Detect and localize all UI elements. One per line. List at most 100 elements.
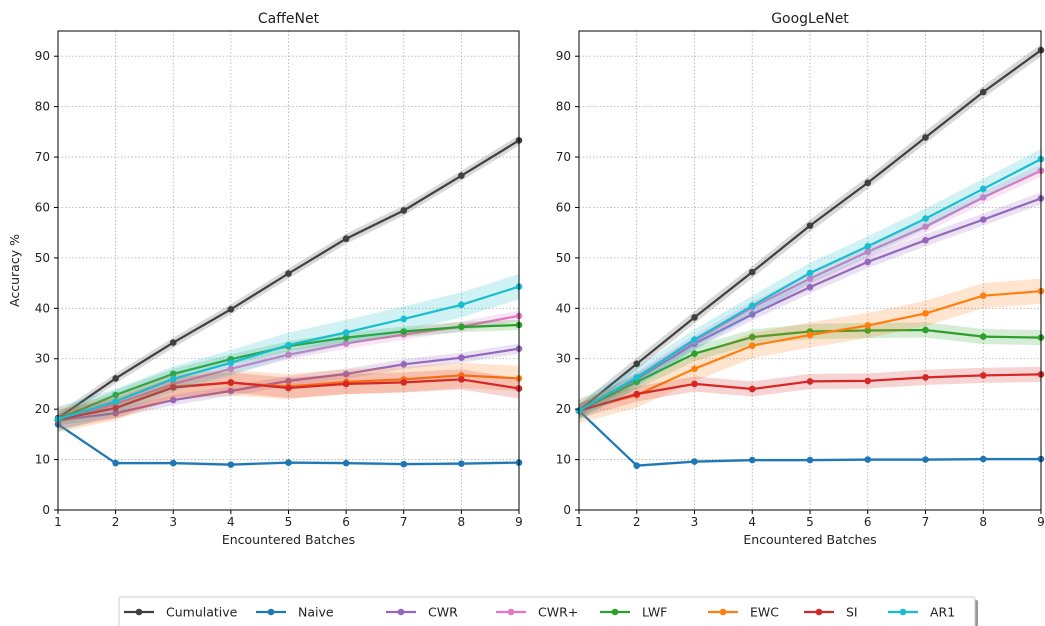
- y-tick-label: 20: [556, 402, 571, 416]
- legend-item-naive: Naive: [256, 605, 334, 620]
- legend-marker-naive: [267, 608, 275, 616]
- legend-label-cwr: CWR: [428, 605, 458, 620]
- y-tick-label: 70: [35, 150, 50, 164]
- y-tick-label: 30: [35, 352, 50, 366]
- data-point-ar1: [806, 269, 814, 277]
- data-point-si: [748, 385, 756, 393]
- legend-marker-cumulative: [135, 608, 143, 616]
- y-tick-label: 0: [563, 503, 571, 517]
- x-tick-label: 3: [169, 515, 177, 529]
- data-point-cwr-plus: [806, 275, 814, 282]
- series-lwf: [575, 322, 1045, 419]
- data-point-si: [342, 380, 350, 388]
- x-tick-label: 4: [227, 515, 235, 529]
- data-point-naive: [979, 455, 987, 463]
- series-cwr: [575, 192, 1045, 417]
- y-tick-label: 50: [35, 251, 50, 265]
- y-tick-label: 80: [35, 100, 50, 114]
- y-tick-label: 50: [556, 251, 571, 265]
- data-point-si: [979, 372, 987, 379]
- legend-marker-lwf: [611, 608, 619, 616]
- legend-label-ewc: EWC: [750, 605, 779, 620]
- y-tick-label: 80: [556, 100, 571, 114]
- data-point-cwr: [169, 396, 177, 404]
- data-point-lwf: [864, 327, 872, 334]
- legend-item-ar1: AR1: [888, 605, 955, 620]
- legend-label-si: SI: [846, 605, 858, 620]
- series-ar1: [575, 149, 1045, 421]
- data-point-lwf: [922, 326, 929, 334]
- data-point-ar1: [458, 301, 465, 309]
- series-band-ar1: [58, 274, 519, 432]
- y-tick-label: 90: [35, 49, 50, 63]
- data-point-si: [691, 380, 698, 388]
- y-tick-label: 40: [35, 301, 50, 315]
- y-tick-label: 90: [556, 49, 571, 63]
- data-point-naive: [922, 456, 929, 463]
- data-point-cwr: [864, 258, 872, 266]
- data-point-cwr: [285, 377, 292, 385]
- legend-label-naive: Naive: [298, 605, 334, 620]
- data-point-naive: [806, 456, 814, 464]
- x-tick-label: 5: [285, 515, 293, 529]
- y-tick-label: 10: [556, 453, 571, 467]
- data-point-lwf: [112, 391, 119, 399]
- data-point-naive: [458, 460, 465, 467]
- data-point-lwf: [169, 370, 177, 378]
- chart-googlenet: 1 2 3 4 5 6 7 8 90102030405060708090GoogLeNetEnc…: [556, 11, 1045, 547]
- x-tick-label: 1: [54, 515, 62, 529]
- data-point-cwr: [922, 236, 929, 244]
- data-point-cwr: [400, 360, 408, 368]
- data-point-naive: [285, 459, 292, 466]
- data-point-si: [285, 384, 292, 392]
- data-point-ewc: [748, 342, 756, 349]
- series-band-cwr-plus: [58, 310, 519, 426]
- data-point-naive: [169, 459, 177, 467]
- data-point-cumulative: [227, 306, 235, 313]
- series-cumulative: [54, 135, 523, 424]
- y-axis-label: Accuracy %: [7, 234, 22, 307]
- x-axis-label: Encountered Batches: [222, 532, 355, 547]
- data-point-ar1: [748, 302, 756, 310]
- data-point-cumulative: [864, 179, 872, 187]
- legend-marker-cwr-plus: [507, 608, 515, 616]
- data-point-cwr: [979, 216, 987, 223]
- data-point-cwr: [227, 387, 235, 395]
- data-point-si: [633, 390, 641, 398]
- data-point-cwr-plus: [342, 340, 350, 347]
- data-point-ar1: [979, 185, 987, 193]
- legend-item-cwr: CWR: [386, 605, 458, 620]
- data-point-si: [922, 374, 929, 381]
- data-point-naive: [864, 456, 872, 463]
- legend: Cumulative Naive CWR CWR+ LWF EWC SI AR1: [118, 596, 978, 626]
- data-point-ewc: [691, 365, 698, 373]
- x-tick-label: 2: [112, 515, 120, 529]
- data-point-ar1: [691, 336, 698, 343]
- y-tick-label: 30: [556, 352, 571, 366]
- legend-item-si: SI: [804, 605, 858, 620]
- y-tick-label: 0: [42, 503, 50, 517]
- x-tick-label: 2: [633, 515, 641, 529]
- x-tick-label: 5: [806, 515, 814, 529]
- data-point-naive: [691, 458, 698, 465]
- series-band-lwf: [579, 322, 1041, 419]
- data-point-lwf: [979, 333, 987, 340]
- data-point-cwr-plus: [227, 365, 235, 373]
- legend-item-cumulative: Cumulative: [124, 605, 238, 620]
- data-point-ar1: [112, 398, 119, 405]
- data-point-si: [458, 376, 465, 383]
- series-si: [575, 366, 1045, 419]
- data-point-ewc: [922, 310, 929, 317]
- data-point-si: [806, 378, 814, 385]
- legend-marker-cwr: [397, 608, 405, 616]
- data-point-cumulative: [400, 207, 408, 214]
- data-point-cwr-plus: [979, 194, 987, 201]
- data-point-cumulative: [342, 235, 350, 243]
- x-tick-label: 3: [691, 515, 699, 529]
- legend-marker-ewc: [719, 608, 727, 616]
- legend-box: [118, 596, 976, 626]
- y-tick-label: 60: [35, 200, 50, 214]
- data-point-lwf: [691, 350, 698, 357]
- x-tick-label: 9: [515, 515, 523, 529]
- series-naive: [575, 407, 1045, 469]
